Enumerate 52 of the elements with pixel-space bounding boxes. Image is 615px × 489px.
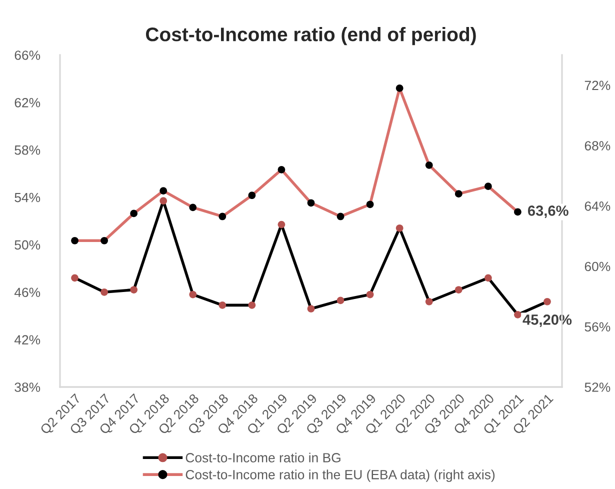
y2-tick-label: 68% bbox=[584, 141, 610, 150]
point bbox=[278, 220, 286, 228]
y2-tick-label: 56% bbox=[584, 322, 610, 332]
legend-label: Cost-to-Income ratio in the EU (EBA data) (right axis) bbox=[186, 470, 495, 482]
point bbox=[100, 288, 108, 296]
point bbox=[544, 298, 551, 306]
point bbox=[484, 182, 492, 190]
y-tick-label: 62% bbox=[14, 98, 40, 108]
y-tick-label: 42% bbox=[14, 335, 40, 344]
data-label: 63,6% bbox=[528, 206, 568, 218]
y2-tick-label: 52% bbox=[584, 382, 610, 392]
point bbox=[71, 274, 78, 282]
y-tick-label: 46% bbox=[14, 288, 40, 298]
point bbox=[278, 166, 286, 174]
y-tick-label: 38% bbox=[14, 382, 40, 392]
point bbox=[425, 161, 433, 169]
point bbox=[514, 310, 522, 318]
chart-title: Cost-to-Income ratio (end of period) bbox=[146, 27, 476, 46]
point bbox=[218, 302, 226, 309]
point bbox=[130, 210, 138, 218]
point bbox=[425, 298, 433, 306]
point bbox=[160, 197, 168, 205]
point bbox=[100, 236, 108, 244]
point bbox=[307, 305, 315, 312]
y-tick-label: 58% bbox=[14, 145, 40, 155]
point bbox=[160, 187, 168, 194]
point bbox=[130, 286, 138, 294]
point bbox=[71, 236, 78, 244]
point bbox=[336, 212, 344, 220]
point bbox=[514, 208, 522, 216]
point bbox=[189, 290, 197, 298]
point bbox=[366, 200, 374, 208]
point bbox=[248, 192, 256, 200]
point bbox=[248, 302, 256, 309]
point bbox=[366, 290, 374, 298]
data-label: 45,20% bbox=[522, 314, 572, 327]
y-tick-label: 54% bbox=[14, 192, 40, 202]
y-tick-label: 50% bbox=[14, 240, 40, 250]
y2-tick-label: 64% bbox=[584, 201, 610, 211]
point bbox=[307, 199, 315, 207]
y2-tick-label: 72% bbox=[584, 80, 610, 90]
point bbox=[218, 212, 226, 220]
point bbox=[336, 296, 344, 304]
point bbox=[454, 286, 462, 294]
y2-tick-label: 60% bbox=[584, 262, 610, 272]
point bbox=[454, 190, 462, 198]
legend-label: Cost-to-Income ratio in BG bbox=[186, 452, 340, 462]
point bbox=[396, 84, 404, 92]
point bbox=[484, 274, 492, 282]
y-tick-label: 66% bbox=[14, 50, 40, 60]
point bbox=[189, 204, 197, 212]
point bbox=[396, 224, 404, 232]
